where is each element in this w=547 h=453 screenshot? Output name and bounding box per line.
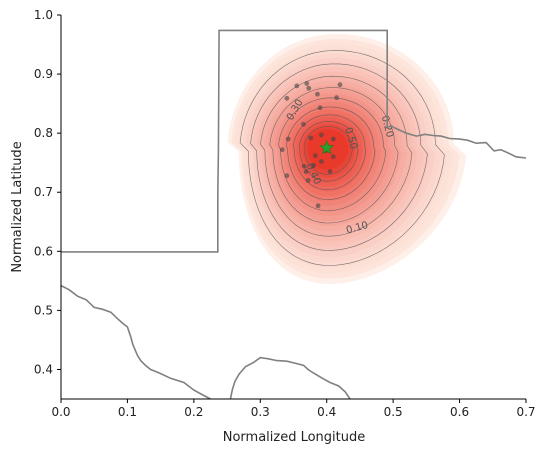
observation-point	[301, 163, 307, 169]
observation-point	[308, 135, 314, 141]
centroid-layer	[319, 140, 335, 155]
observation-point	[330, 136, 336, 142]
observation-point	[284, 173, 290, 179]
x-ticks: 0.0 0.1 0.2 0.3 0.4 0.5 0.6 0.7	[51, 399, 536, 419]
contour-line	[293, 114, 367, 191]
observation-point	[315, 91, 320, 97]
x-tick-label: 0.5	[384, 405, 403, 419]
y-tick-label: 1.0	[34, 8, 53, 22]
contour-line	[269, 87, 399, 224]
x-axis-label: Normalized Longitude	[223, 430, 366, 445]
y-tick-label: 0.4	[34, 362, 53, 376]
observation-point	[284, 95, 290, 101]
contour-line	[303, 126, 353, 175]
y-tick-label: 0.9	[34, 67, 53, 81]
observation-point	[319, 159, 324, 164]
observation-point	[315, 203, 321, 209]
observation-point	[306, 85, 312, 91]
observation-point	[311, 163, 316, 169]
contour-line	[239, 50, 445, 266]
observation-point	[303, 169, 309, 174]
coastline-left	[61, 284, 211, 399]
y-axis-label: Normalized Latitude	[10, 141, 25, 272]
observation-point	[337, 82, 343, 88]
x-tick-label: 0.6	[450, 405, 469, 419]
x-tick-label: 0.3	[251, 405, 270, 419]
observation-point	[317, 105, 323, 111]
coastline-bottom	[229, 356, 351, 399]
observation-point	[305, 178, 311, 183]
observation-point	[330, 154, 336, 160]
observation-point	[313, 153, 318, 159]
x-tick-label: 0.2	[184, 405, 203, 419]
x-tick-label: 0.1	[118, 405, 137, 419]
boundary-layer	[61, 29, 526, 399]
y-tick-label: 0.6	[34, 244, 53, 258]
y-tick-label: 0.8	[34, 126, 53, 140]
observation-point	[279, 147, 285, 153]
observation-point	[285, 136, 291, 142]
y-tick-label: 0.7	[34, 185, 53, 199]
y-ticks: 0.4 0.5 0.6 0.7 0.8 0.9 1.0	[34, 8, 61, 376]
observation-point	[304, 81, 310, 86]
contour-line	[299, 121, 359, 182]
contour-line	[286, 106, 376, 200]
y-tick-label: 0.5	[34, 303, 53, 317]
observation-point	[319, 132, 324, 138]
x-tick-label: 0.4	[317, 405, 336, 419]
x-tick-label: 0.7	[516, 405, 535, 419]
contour-line	[250, 63, 428, 251]
region-outline	[61, 29, 526, 253]
centroid-star-marker	[319, 140, 335, 155]
axes: 0.0 0.1 0.2 0.3 0.4 0.5 0.6 0.7 0.4 0.5 0.6 0.7 0.8…	[34, 8, 536, 419]
density-layer	[227, 33, 467, 284]
x-tick-label: 0.0	[51, 405, 70, 419]
observation-point	[334, 95, 340, 101]
observation-point	[327, 169, 333, 174]
observation-point	[294, 83, 300, 89]
contour-line	[260, 75, 413, 237]
observation-point	[301, 121, 306, 127]
